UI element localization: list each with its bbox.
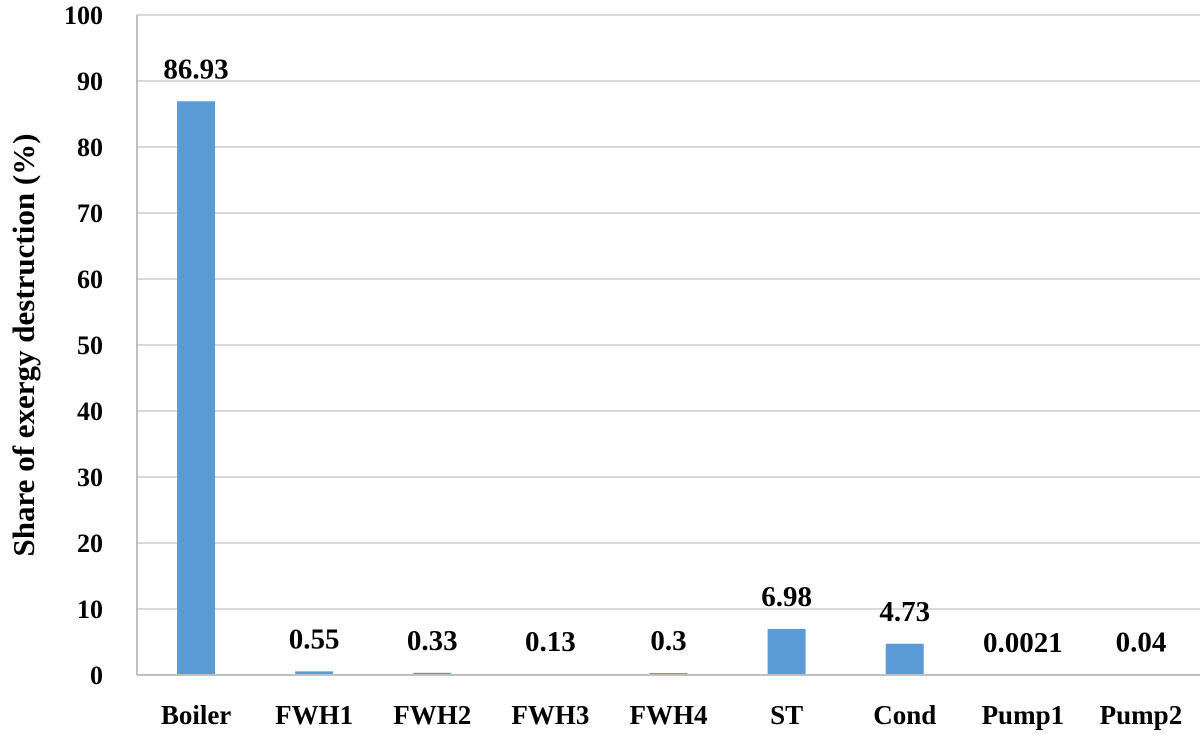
y-tick-label: 50: [77, 331, 103, 360]
y-tick-label: 60: [77, 265, 103, 294]
data-label: 0.0021: [983, 627, 1063, 659]
x-category-label: Pump2: [1100, 700, 1183, 730]
y-tick-labels: 0 10 20 30 40 50 60 70 80 90 100: [64, 1, 103, 690]
x-category-label: FWH4: [630, 700, 708, 730]
x-category-label: Cond: [873, 700, 936, 730]
bar-cond: [885, 643, 924, 675]
y-tick-label: 0: [90, 661, 103, 690]
bar-st: [767, 628, 806, 675]
x-category-labels: Boiler FWH1 FWH2 FWH3 FWH4 ST Cond Pump1 Pump2: [161, 700, 1182, 730]
y-tick-label: 80: [77, 133, 103, 162]
data-label: 6.98: [761, 581, 812, 613]
y-tick-label: 40: [77, 397, 103, 426]
x-category-label: FWH3: [511, 700, 589, 730]
bar-fwh1: [295, 671, 334, 675]
x-category-label: FWH2: [393, 700, 471, 730]
data-label: 0.55: [289, 623, 340, 655]
data-label: 0.13: [525, 626, 576, 658]
bars: [177, 101, 1160, 675]
y-tick-label: 30: [77, 463, 103, 492]
x-category-label: FWH1: [275, 700, 353, 730]
x-category-label: ST: [770, 700, 803, 730]
y-tick-label: 10: [77, 595, 103, 624]
bar-fwh2: [413, 672, 452, 675]
y-tick-label: 20: [77, 529, 103, 558]
data-label: 4.73: [879, 596, 930, 628]
data-label: 0.04: [1116, 627, 1167, 659]
data-label: 0.33: [407, 625, 458, 657]
gridlines: [137, 14, 1200, 610]
x-category-label: Boiler: [161, 700, 231, 730]
data-label: 86.93: [163, 53, 228, 85]
data-labels: 86.93 0.55 0.33 0.13 0.3 6.98 4.73 0.0021 0.04: [163, 53, 1166, 659]
y-tick-label: 70: [77, 199, 103, 228]
data-label: 0.3: [650, 625, 686, 657]
y-tick-label: 90: [77, 67, 103, 96]
x-category-label: Pump1: [982, 700, 1065, 730]
axes: [136, 15, 1200, 676]
y-tick-label: 100: [64, 1, 103, 30]
y-axis-title: Share of exergy destruction (%): [6, 133, 41, 556]
bar-boiler: [177, 101, 216, 675]
